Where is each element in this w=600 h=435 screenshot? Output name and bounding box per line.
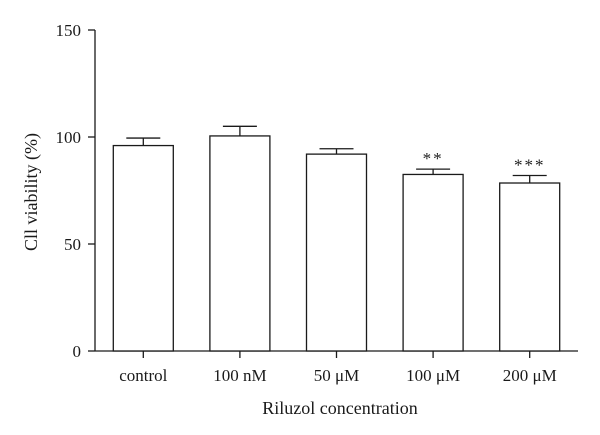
bar	[305, 153, 368, 352]
y-tick-label: 0	[73, 342, 82, 361]
bars-group: ** ***	[112, 125, 561, 352]
bar	[499, 182, 561, 352]
y-axis-title: Cll viability (%)	[21, 133, 42, 251]
y-tick-label: 150	[56, 21, 82, 40]
significance-label: **	[423, 149, 444, 168]
bar	[112, 144, 174, 352]
x-tick-label: 50 μM	[314, 366, 359, 385]
y-tick-label: 100	[56, 128, 82, 147]
x-axis: control 100 nM 50 μM 100 μM 200 μM	[95, 350, 578, 385]
x-tick-label: 200 μM	[503, 366, 557, 385]
x-tick-label: control	[119, 366, 167, 385]
y-axis: 0 50 100 150	[56, 21, 96, 361]
x-axis-title: Riluzol concentration	[262, 398, 417, 418]
significance-label: ***	[514, 156, 546, 175]
x-tick-label: 100 nM	[213, 366, 266, 385]
x-tick-label: 100 μM	[406, 366, 460, 385]
bar	[209, 135, 271, 352]
bar	[402, 173, 464, 352]
y-tick-label: 50	[64, 235, 81, 254]
